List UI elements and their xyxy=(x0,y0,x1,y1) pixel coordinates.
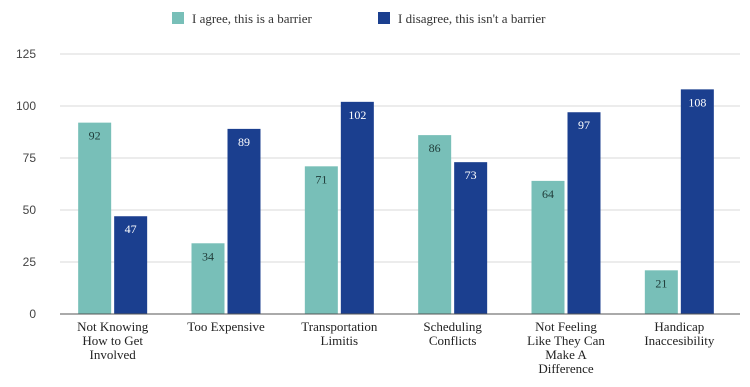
x-category-label: Scheduling xyxy=(423,319,482,334)
bar xyxy=(644,270,678,314)
x-category-label: How to Get xyxy=(82,333,143,348)
x-category-label: Not Feeling xyxy=(535,319,597,334)
bar xyxy=(227,128,261,314)
bar-value-label: 102 xyxy=(348,108,366,122)
x-category-label: Transportation xyxy=(301,319,378,334)
legend-label-agree: I agree, this is a barrier xyxy=(192,11,313,26)
x-category-label: Not Knowing xyxy=(77,319,149,334)
bar-value-label: 86 xyxy=(429,141,441,155)
y-tick-label: 75 xyxy=(23,151,37,165)
bar xyxy=(304,166,338,314)
bar-value-label: 71 xyxy=(315,172,327,186)
legend: I agree, this is a barrier I disagree, t… xyxy=(172,11,546,26)
bar-value-label: 108 xyxy=(688,95,706,109)
bar xyxy=(114,216,148,314)
y-tick-label: 125 xyxy=(16,47,36,61)
y-tick-label: 50 xyxy=(23,203,37,217)
x-category-label: Too Expensive xyxy=(187,319,265,334)
bar xyxy=(340,101,374,314)
bar xyxy=(454,162,488,314)
bar-value-label: 73 xyxy=(465,168,477,182)
x-category-label: Limitis xyxy=(321,333,359,348)
y-tick-label: 100 xyxy=(16,99,36,113)
legend-swatch-disagree xyxy=(378,12,390,24)
bar-value-label: 89 xyxy=(238,135,250,149)
bar xyxy=(418,135,452,314)
data-labels: 92 47 34 89 71 102 86 73 64 97 21 108 xyxy=(89,95,707,290)
gridlines xyxy=(60,53,740,263)
x-category-label: Like They Can xyxy=(527,333,605,348)
x-category-label: Handicap xyxy=(654,319,704,334)
bar-value-label: 64 xyxy=(542,187,554,201)
legend-swatch-agree xyxy=(172,12,184,24)
x-category-label: Involved xyxy=(90,347,137,362)
bar xyxy=(191,243,225,314)
bar-value-label: 47 xyxy=(125,222,137,236)
bar-value-label: 97 xyxy=(578,118,590,132)
x-category-label: Difference xyxy=(538,361,594,376)
x-category-label: Conflicts xyxy=(429,333,477,348)
bar xyxy=(567,112,601,315)
bar xyxy=(531,180,565,314)
bar-value-label: 92 xyxy=(89,129,101,143)
bar-value-label: 34 xyxy=(202,249,214,263)
legend-label-disagree: I disagree, this isn't a barrier xyxy=(398,11,546,26)
bar xyxy=(680,89,714,314)
bar xyxy=(78,122,112,314)
bars xyxy=(78,89,714,315)
y-tick-label: 25 xyxy=(23,255,37,269)
y-tick-label: 0 xyxy=(29,307,36,321)
x-category-label: Make A xyxy=(545,347,587,362)
x-category-label: Inaccesibility xyxy=(644,333,715,348)
bar-value-label: 21 xyxy=(655,276,667,290)
y-axis-ticks: 0 25 50 75 100 125 xyxy=(16,47,36,321)
